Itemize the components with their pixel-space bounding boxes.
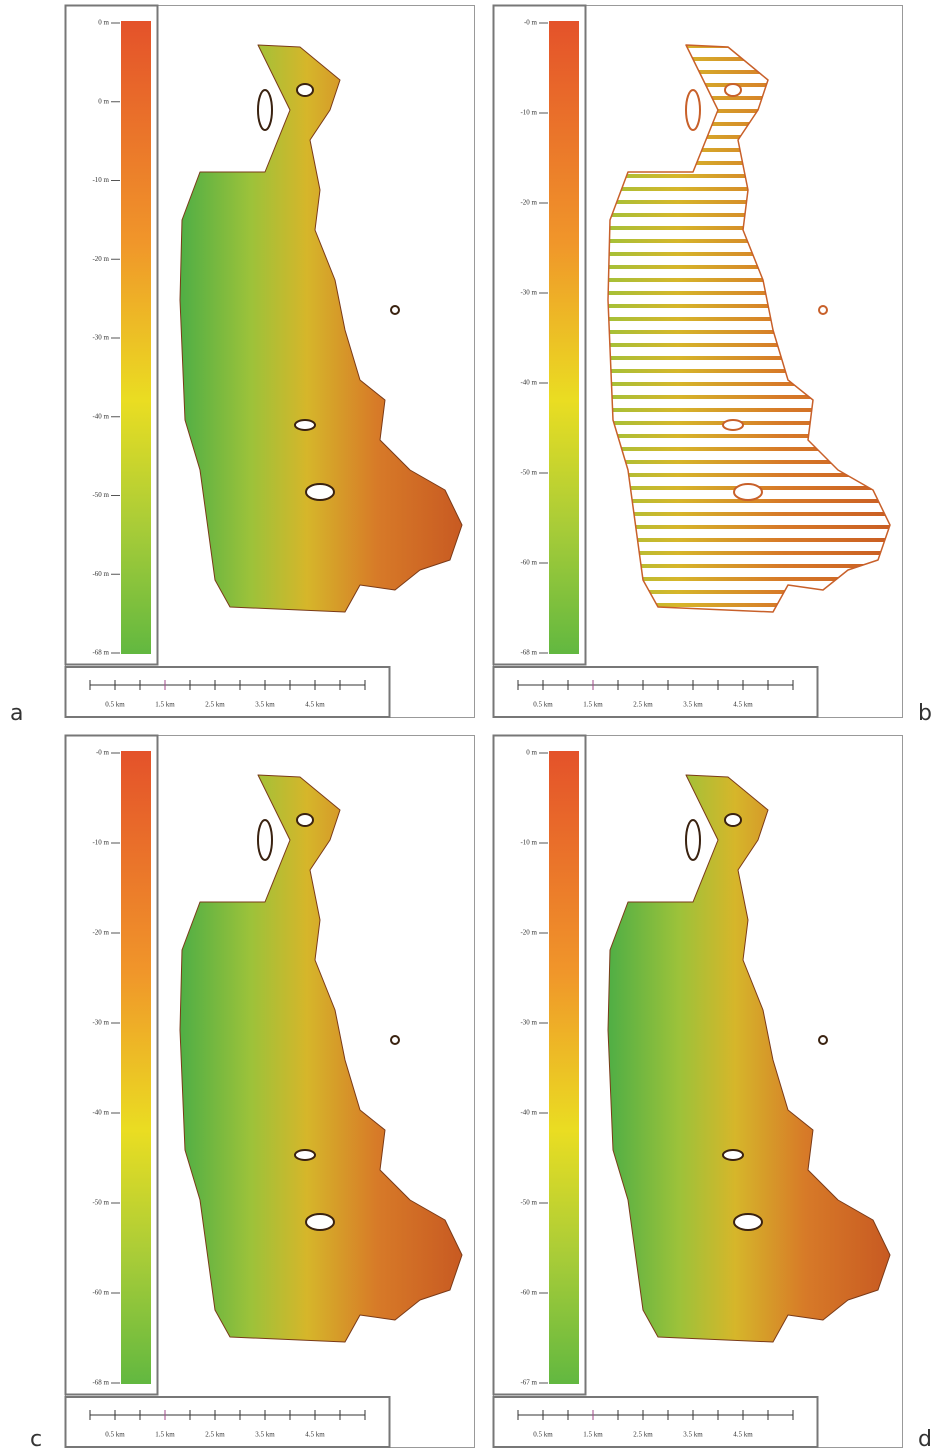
colorbar-label: -50 m — [92, 491, 109, 499]
scale-label: 2.5 km — [633, 1431, 653, 1439]
colorbar — [549, 21, 579, 654]
scale-label: 3.5 km — [255, 701, 275, 709]
scale-frame — [492, 666, 819, 718]
colorbar — [121, 21, 151, 654]
island — [733, 1213, 763, 1231]
scale-frame — [64, 1396, 391, 1448]
colorbar-label: -60 m — [92, 1289, 109, 1297]
colorbar-label: 0 m — [98, 97, 109, 105]
scale-label: 4.5 km — [305, 1431, 325, 1439]
colorbar-label: -30 m — [92, 1019, 109, 1027]
scale-label: 4.5 km — [733, 701, 753, 709]
colorbar-label: -60 m — [92, 570, 109, 578]
island — [257, 819, 273, 861]
scale-label: 1.5 km — [583, 1431, 603, 1439]
colorbar-label: -10 m — [92, 176, 109, 184]
map-panel: 0 m -10 m -20 m -30 m -40 m -50 m -60 m -67 m 0.… — [492, 734, 903, 1448]
colorbar-label: -50 m — [520, 469, 537, 477]
island — [390, 1035, 400, 1045]
island — [818, 1035, 828, 1045]
colorbar-label: 0 m — [526, 749, 537, 757]
island — [305, 1213, 335, 1231]
colorbar-label: -40 m — [92, 1109, 109, 1117]
map-panel: 0 m 0 m -10 m -20 m -30 m -40 m -50 m -60 m -68 … — [64, 4, 475, 718]
scale-label: 3.5 km — [683, 1431, 703, 1439]
scale-label: 4.5 km — [733, 1431, 753, 1439]
scale-label: 2.5 km — [633, 701, 653, 709]
colorbar-label: -50 m — [520, 1199, 537, 1207]
colorbar-label: 0 m — [98, 19, 109, 27]
colorbar-label: -50 m — [92, 1199, 109, 1207]
colorbar-label: -10 m — [92, 839, 109, 847]
scale-label: 1.5 km — [155, 701, 175, 709]
island — [733, 483, 763, 501]
colorbar-label: -20 m — [520, 929, 537, 937]
island — [818, 305, 828, 315]
island — [294, 419, 316, 431]
colorbar-label: -30 m — [520, 289, 537, 297]
colorbar-label: -68 m — [92, 1379, 109, 1387]
scale-label: 2.5 km — [205, 701, 225, 709]
colorbar-label: -68 m — [520, 649, 537, 657]
colorbar-label: -60 m — [520, 1289, 537, 1297]
island — [390, 305, 400, 315]
island — [685, 89, 701, 131]
panel-letter: a — [10, 701, 23, 726]
colorbar-label: -10 m — [520, 109, 537, 117]
bathymetry — [179, 44, 463, 613]
island — [724, 83, 742, 97]
island — [294, 1149, 316, 1161]
colorbar-label: -0 m — [524, 19, 538, 27]
island — [724, 813, 742, 827]
map-panel: -0 m -10 m -20 m -30 m -40 m -50 m -60 m -68 m 0… — [64, 734, 475, 1448]
island — [722, 419, 744, 431]
scale-label: 1.5 km — [583, 701, 603, 709]
colorbar-label: -40 m — [520, 379, 537, 387]
colorbar-label: -20 m — [92, 929, 109, 937]
scale-label: 0.5 km — [533, 1431, 553, 1439]
colorbar — [121, 751, 151, 1384]
colorbar-label: -30 m — [92, 334, 109, 342]
island — [296, 813, 314, 827]
colorbar-label: -40 m — [92, 412, 109, 420]
scale-frame — [492, 1396, 819, 1448]
scale-frame — [64, 666, 391, 718]
colorbar-label: -60 m — [520, 559, 537, 567]
colorbar — [549, 751, 579, 1384]
island — [296, 83, 314, 97]
colorbar-label: -20 m — [92, 255, 109, 263]
scale-label: 0.5 km — [105, 701, 125, 709]
bathymetry — [179, 774, 463, 1343]
scale-label: 4.5 km — [305, 701, 325, 709]
scale-label: 3.5 km — [255, 1431, 275, 1439]
map-panel: -0 m -10 m -20 m -30 m -40 m -50 m -60 m -68 m 0… — [492, 4, 903, 718]
scale-label: 0.5 km — [105, 1431, 125, 1439]
scale-label: 1.5 km — [155, 1431, 175, 1439]
scale-label: 0.5 km — [533, 701, 553, 709]
scale-label: 2.5 km — [205, 1431, 225, 1439]
colorbar-label: -10 m — [520, 839, 537, 847]
bathymetry — [607, 44, 891, 613]
colorbar-label: -0 m — [96, 749, 110, 757]
island — [257, 89, 273, 131]
bathymetry — [607, 774, 891, 1343]
colorbar-label: -30 m — [520, 1019, 537, 1027]
panel-letter: d — [918, 1427, 932, 1450]
colorbar-label: -68 m — [92, 649, 109, 657]
colorbar-label: -67 m — [520, 1379, 537, 1387]
colorbar-label: -20 m — [520, 199, 537, 207]
island — [685, 819, 701, 861]
island — [722, 1149, 744, 1161]
island — [305, 483, 335, 501]
panel-letter: b — [918, 701, 932, 726]
colorbar-label: -40 m — [520, 1109, 537, 1117]
panel-letter: c — [30, 1427, 42, 1450]
scale-label: 3.5 km — [683, 701, 703, 709]
